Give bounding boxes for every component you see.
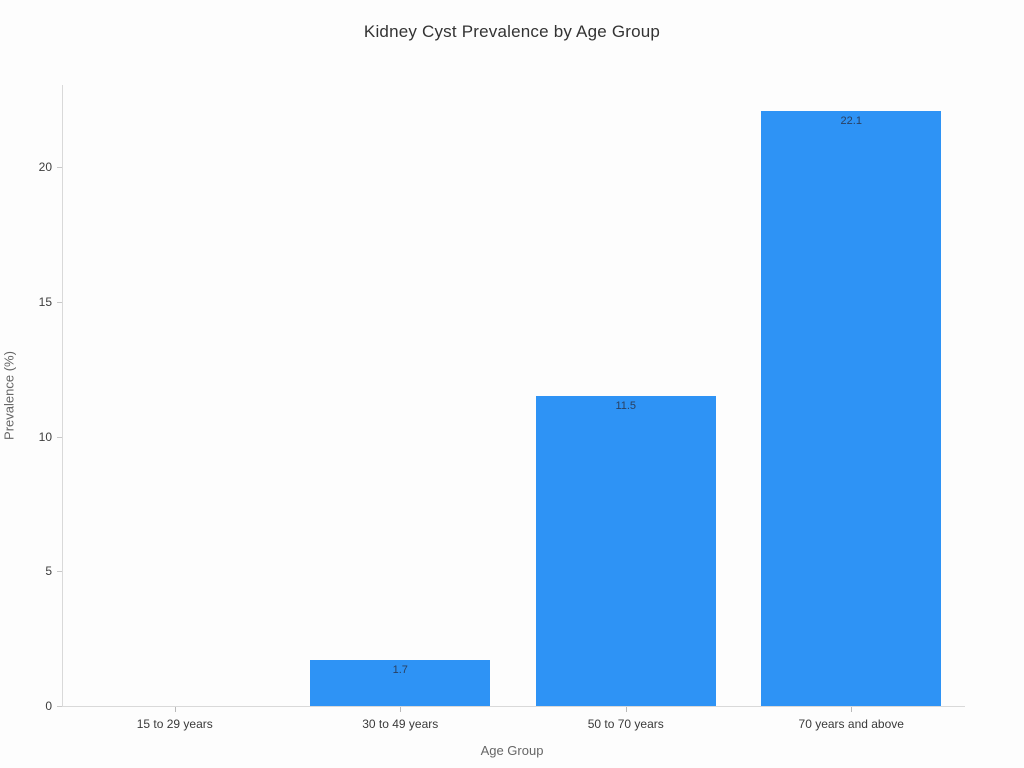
y-tick-mark (57, 571, 62, 573)
x-tick-label: 15 to 29 years (136, 717, 213, 731)
x-axis-title: Age Group (480, 743, 544, 758)
y-tick-label: 20 (38, 160, 52, 175)
plot-area (62, 85, 965, 707)
y-axis-title: Prevalence (%) (1, 351, 17, 440)
x-tick-label: 70 years and above (798, 717, 904, 731)
y-tick-label: 0 (45, 699, 52, 713)
bar (761, 111, 941, 706)
y-tick-label: 15 (38, 294, 52, 309)
x-tick-label: 50 to 70 years (587, 717, 664, 731)
y-tick-label: 5 (45, 564, 52, 579)
y-tick-label: 10 (38, 429, 52, 444)
x-tick-mark (174, 707, 176, 712)
x-tick-label: 30 to 49 years (362, 717, 439, 731)
y-tick-mark (57, 167, 62, 169)
x-tick-mark (851, 707, 853, 712)
bar (536, 396, 716, 706)
y-tick-mark (57, 301, 62, 303)
bar-value-label: 22.1 (840, 115, 862, 127)
bar-value-label: 11.5 (615, 400, 637, 412)
y-tick-mark (57, 436, 62, 438)
y-tick-mark (57, 706, 62, 707)
bar (310, 660, 490, 706)
x-tick-mark (625, 707, 627, 712)
x-tick-mark (400, 707, 402, 712)
bar-value-label: 1.7 (392, 664, 408, 676)
chart-title: Kidney Cyst Prevalence by Age Group (363, 22, 661, 41)
